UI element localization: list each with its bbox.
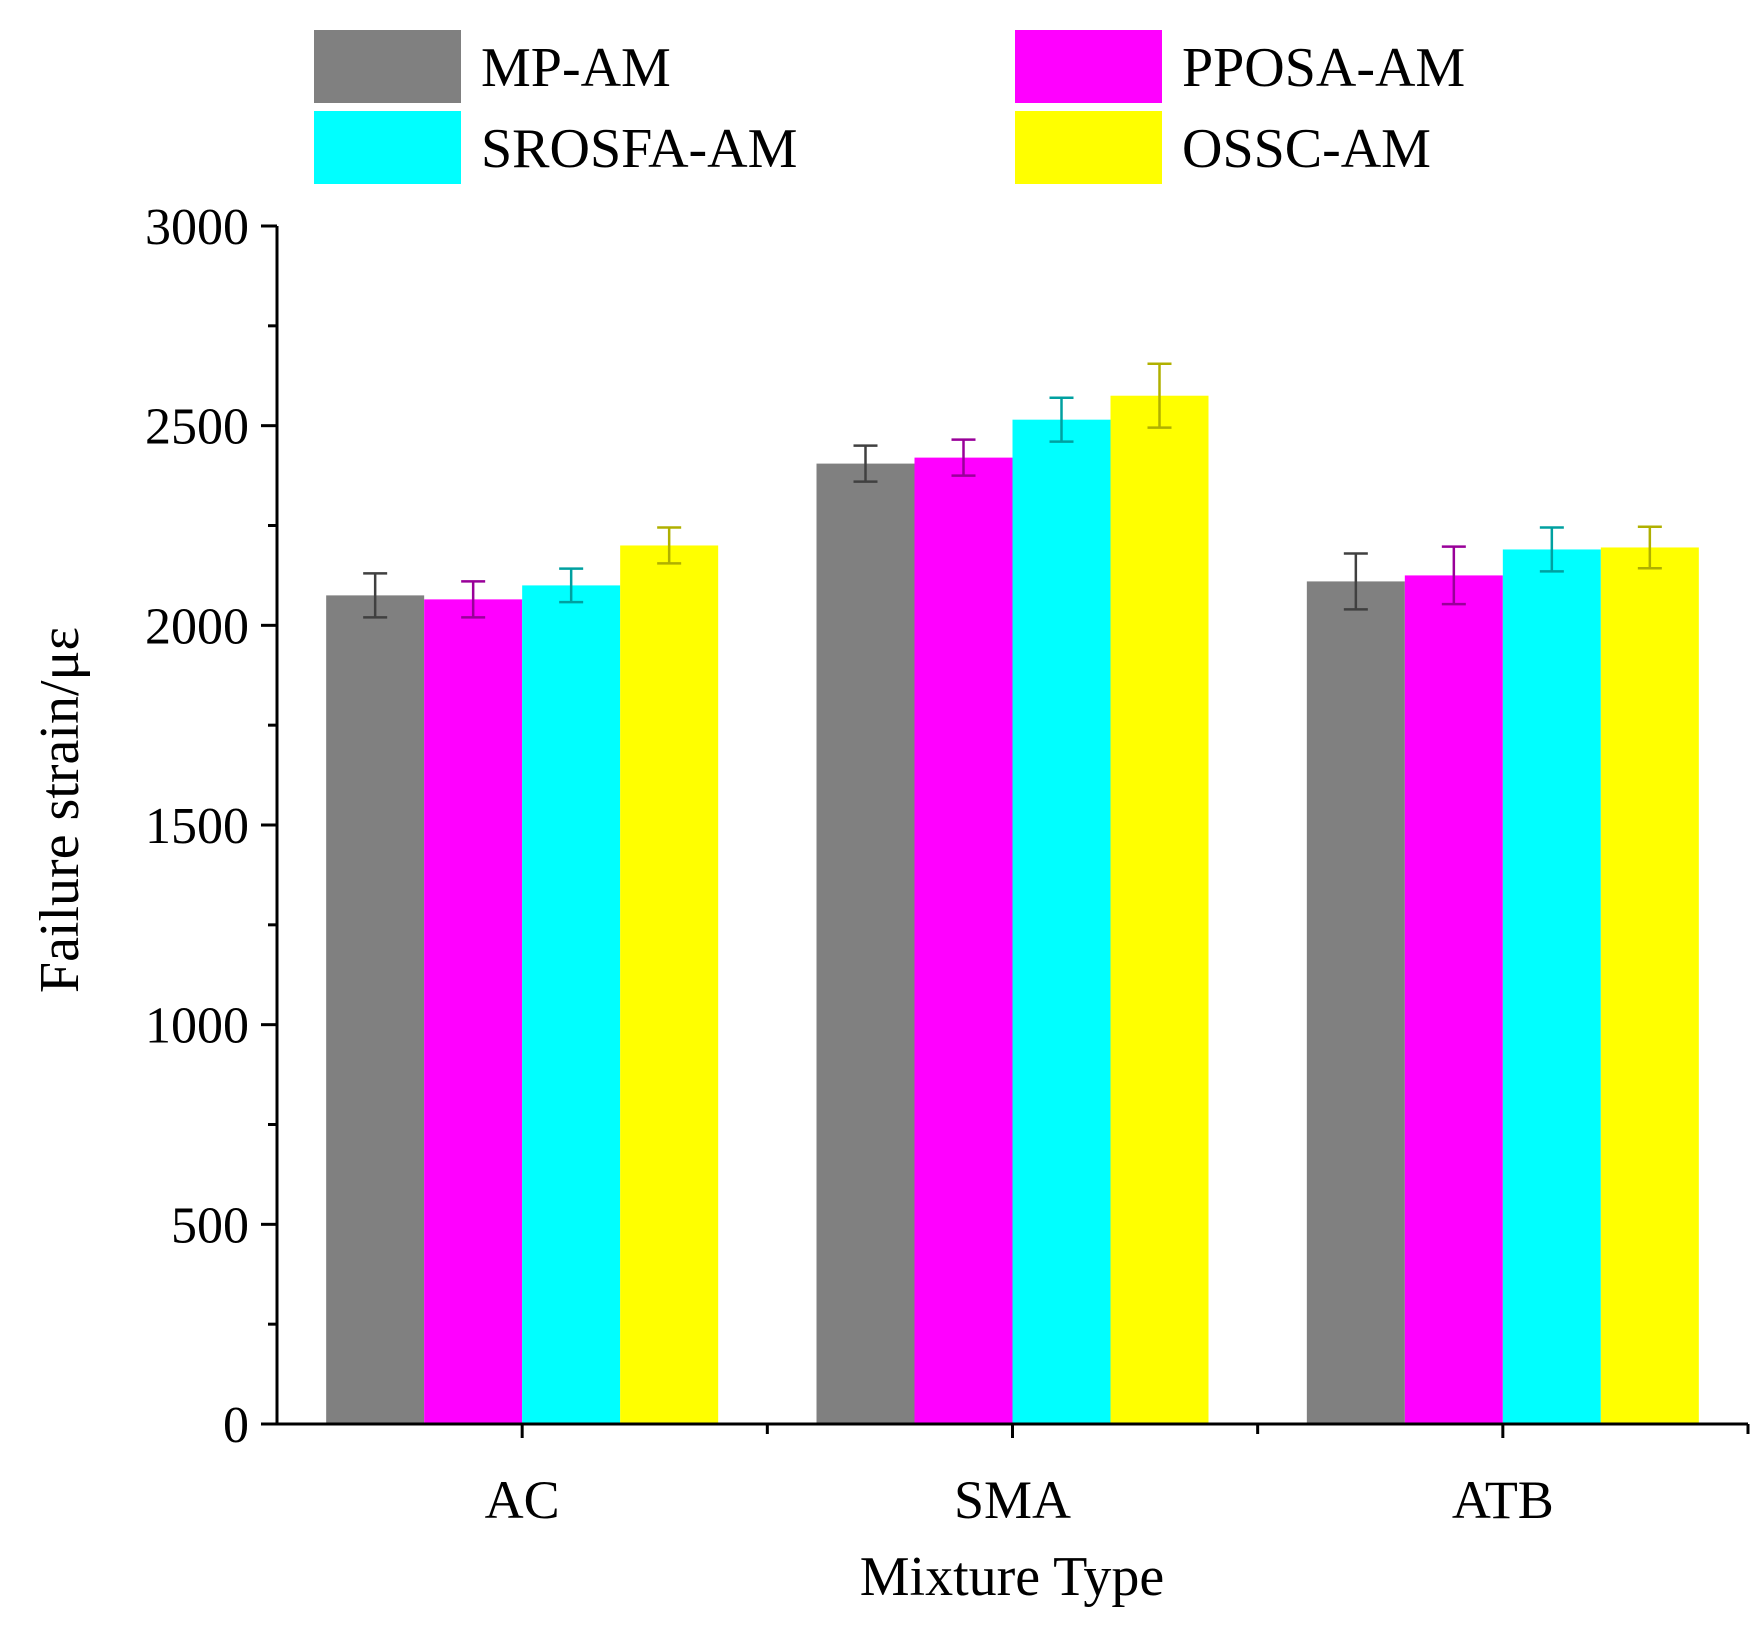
y-tick-label-3000: 3000	[145, 199, 249, 256]
bar-srosfa-am-sma	[1012, 419, 1111, 1425]
bar-ossc-am-ac	[620, 545, 719, 1424]
error-bar-pposa-am-atb	[1441, 545, 1466, 606]
legend-label: PPOSA-AM	[1182, 37, 1465, 99]
legend-swatch	[1015, 30, 1162, 103]
axes-group: AC SMA ATB 0 500 1000 1500 2000 2500 3000	[145, 199, 1750, 1530]
y-tick-label-2000: 2000	[145, 598, 249, 655]
x-tick-label-atb: ATB	[1452, 1470, 1554, 1530]
legend: MP-AM PPOSA-AM SROSFA-AM OSSC-AM	[314, 30, 1465, 184]
y-tick-label-1000: 1000	[145, 998, 249, 1055]
bar-pposa-am-ac	[424, 599, 523, 1424]
bar-ossc-am-atb	[1600, 547, 1699, 1424]
legend-item-srosfa-am: SROSFA-AM	[314, 111, 797, 184]
legend-item-ossc-am: OSSC-AM	[1015, 111, 1431, 184]
bar-pposa-am-sma	[914, 457, 1013, 1424]
error-bar-ossc-am-atb	[1637, 525, 1662, 570]
bar-ossc-am-sma	[1110, 395, 1209, 1424]
bar-mp-am-ac	[326, 595, 425, 1424]
legend-swatch	[314, 111, 461, 184]
bars-group	[326, 395, 1699, 1425]
bar-mp-am-sma	[816, 463, 915, 1424]
x-axis-title: Mixture Type	[860, 1546, 1165, 1608]
legend-label: OSSC-AM	[1182, 118, 1431, 180]
error-bar-srosfa-am-atb	[1539, 526, 1564, 573]
bar-pposa-am-atb	[1404, 575, 1503, 1424]
error-bars-group	[363, 362, 1662, 619]
bar-srosfa-am-atb	[1502, 549, 1601, 1424]
error-bar-mp-am-sma	[853, 444, 878, 483]
x-tick-label-sma: SMA	[954, 1470, 1071, 1530]
legend-item-pposa-am: PPOSA-AM	[1015, 30, 1465, 103]
y-axis-title: Failure strain/με	[29, 627, 91, 993]
error-bar-pposa-am-sma	[951, 438, 976, 477]
y-tick-label-2500: 2500	[145, 399, 249, 456]
error-bar-ossc-am-sma	[1147, 362, 1172, 429]
y-tick-label-0: 0	[223, 1397, 249, 1454]
y-tick-label-500: 500	[171, 1197, 249, 1254]
bar-srosfa-am-ac	[522, 585, 621, 1424]
error-bar-pposa-am-ac	[461, 580, 486, 619]
bar-mp-am-atb	[1306, 581, 1405, 1424]
x-tick-label-ac: AC	[485, 1470, 560, 1530]
legend-label: MP-AM	[481, 37, 671, 99]
error-bar-mp-am-atb	[1343, 552, 1368, 611]
error-bar-mp-am-ac	[363, 572, 388, 619]
legend-swatch	[1015, 111, 1162, 184]
error-bar-srosfa-am-sma	[1049, 396, 1074, 443]
legend-swatch	[314, 30, 461, 103]
error-bar-ossc-am-ac	[657, 526, 682, 565]
legend-label: SROSFA-AM	[481, 118, 797, 180]
error-bar-srosfa-am-ac	[559, 567, 584, 604]
legend-item-mp-am: MP-AM	[314, 30, 671, 103]
y-tick-label-1500: 1500	[145, 798, 249, 855]
